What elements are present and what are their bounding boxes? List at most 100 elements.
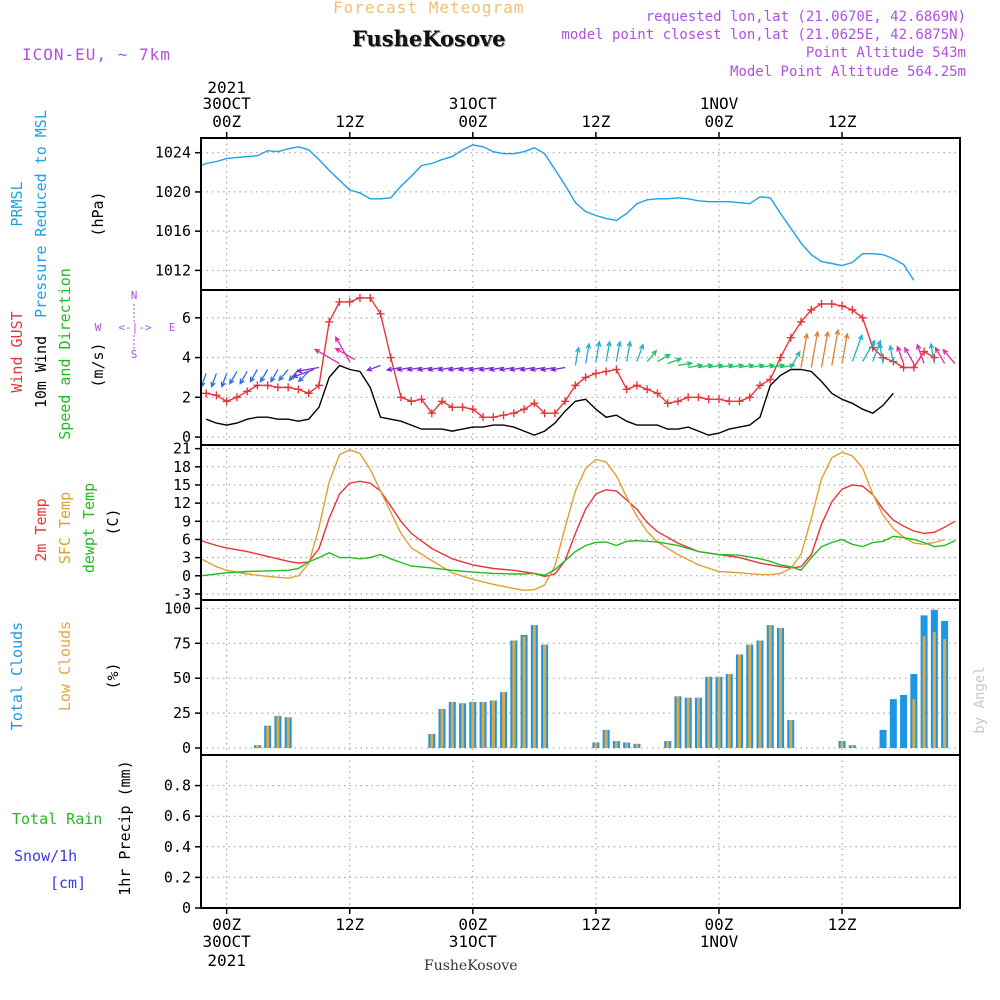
- gust-marker: [909, 363, 918, 372]
- gust-marker: [489, 413, 498, 422]
- wind-direction-arrow: [365, 364, 381, 372]
- wind-direction-arrow: [841, 332, 850, 364]
- low-cloud-bar: [276, 715, 280, 749]
- bottom-axis-hour: 00Z: [458, 915, 487, 934]
- wind-direction-arrow: [457, 366, 473, 372]
- gust-marker: [858, 313, 867, 322]
- wind-direction-arrow: [605, 340, 612, 362]
- series-line-wind-gust: [205, 297, 935, 418]
- y-tick-label: 18: [173, 458, 191, 476]
- gust-marker: [745, 393, 754, 402]
- top-axis-hour: 00Z: [705, 112, 734, 131]
- snow-label: Snow/1h: [14, 847, 77, 865]
- y-tick-label: 0: [182, 428, 191, 446]
- gust-marker: [222, 397, 231, 406]
- wind-direction-arrow: [229, 371, 238, 385]
- wind-direction-arrow: [467, 366, 484, 372]
- pressure-unit: (hPa): [89, 191, 107, 236]
- wind-direction-arrow: [334, 347, 356, 361]
- compass-w: W: [95, 321, 102, 334]
- total-cloud-bar: [900, 694, 908, 749]
- gust-marker: [725, 397, 734, 406]
- gust-marker: [571, 381, 580, 390]
- wind-direction-arrow: [519, 366, 535, 372]
- low-cloud-bar: [522, 636, 526, 749]
- wind-unit: (m/s): [89, 342, 107, 387]
- low-cloud-bar: [512, 640, 516, 749]
- wind-direction-arrow: [916, 343, 925, 364]
- watermark: by Angel: [972, 666, 988, 733]
- gust-marker: [417, 395, 426, 404]
- pressure-label-2: Pressure Reduced to MSL: [32, 110, 50, 318]
- y-tick-label: 21: [173, 440, 191, 458]
- wind-direction-arrow: [447, 366, 463, 372]
- y-tick-label: 0.2: [164, 868, 191, 886]
- gust-marker: [263, 381, 272, 390]
- low-cloud-bar: [614, 741, 618, 749]
- wind-direction-arrow: [636, 343, 645, 362]
- y-tick-label: 15: [173, 476, 191, 494]
- gust-marker: [797, 317, 806, 326]
- wind-direction-arrow: [896, 345, 905, 364]
- precip-unit: 1hr Precip (mm): [116, 760, 134, 895]
- top-axis-hour: 12Z: [581, 112, 610, 131]
- wind-direction-label: Speed and Direction: [56, 268, 74, 440]
- low-cloud-bar: [543, 644, 547, 749]
- y-tick-label: 0: [182, 899, 191, 917]
- gust-marker: [838, 301, 847, 310]
- gust-marker: [684, 393, 693, 402]
- wind-direction-arrow: [478, 366, 494, 372]
- wind-direction-arrow: [529, 366, 545, 372]
- temp-sfc-label: SFC Temp: [56, 492, 74, 564]
- wind-direction-arrow: [396, 366, 412, 372]
- gust-marker: [827, 299, 836, 308]
- low-cloud-bar: [932, 632, 936, 749]
- gust-marker: [294, 385, 303, 394]
- y-tick-label: 75: [173, 634, 191, 652]
- bottom-axis-date: 1NOV: [700, 932, 739, 951]
- wind-direction-arrow: [831, 328, 841, 366]
- y-tick-label: 3: [182, 549, 191, 567]
- low-cloud-bar: [625, 742, 629, 749]
- top-axis-hour: 12Z: [828, 112, 857, 131]
- pressure-label-1: PRMSL: [8, 181, 26, 226]
- wind-direction-arrow: [539, 366, 555, 372]
- gust-marker: [786, 333, 795, 342]
- y-tick-label: 50: [173, 669, 191, 687]
- gust-marker: [243, 387, 252, 396]
- gust-marker: [807, 305, 816, 314]
- wind-direction-arrow: [549, 366, 566, 372]
- gust-marker: [673, 397, 682, 406]
- wind-gust-label: Wind GUST: [8, 311, 26, 392]
- wind-direction-arrow: [437, 366, 453, 372]
- low-cloud-bar: [707, 676, 711, 749]
- top-axis-date: 31OCT: [449, 94, 498, 113]
- gust-marker: [397, 393, 406, 402]
- series-line-10m-wind: [205, 364, 894, 436]
- gust-marker: [581, 373, 590, 382]
- point-altitude: Point Altitude 543m: [805, 45, 966, 61]
- wind-direction-arrow: [295, 366, 320, 374]
- compass-e: E: [169, 321, 176, 334]
- bottom-axis-hour: 00Z: [212, 915, 241, 934]
- low-cloud-bar: [532, 625, 536, 749]
- bottom-axis-hour: 12Z: [828, 915, 857, 934]
- wind-direction-arrow: [810, 330, 820, 368]
- wind-direction-arrow: [626, 340, 633, 362]
- compass-center: <-|->: [118, 321, 151, 334]
- gust-marker: [366, 293, 375, 302]
- gust-marker: [448, 403, 457, 412]
- low-cloud-bar: [676, 696, 680, 749]
- gust-marker: [653, 389, 662, 398]
- wind-direction-arrow: [942, 348, 956, 364]
- wind-direction-arrow: [934, 346, 946, 364]
- series-line-dewpt-temp: [200, 535, 956, 577]
- bottom-axis-date: 31OCT: [449, 932, 498, 951]
- gust-marker: [540, 409, 549, 418]
- top-axis-hour: 12Z: [335, 112, 364, 131]
- temp-unit: (C): [104, 508, 122, 535]
- wind-direction-arrow: [406, 366, 422, 372]
- low-cloud-bar: [491, 700, 495, 749]
- low-cloud-bar: [737, 654, 741, 749]
